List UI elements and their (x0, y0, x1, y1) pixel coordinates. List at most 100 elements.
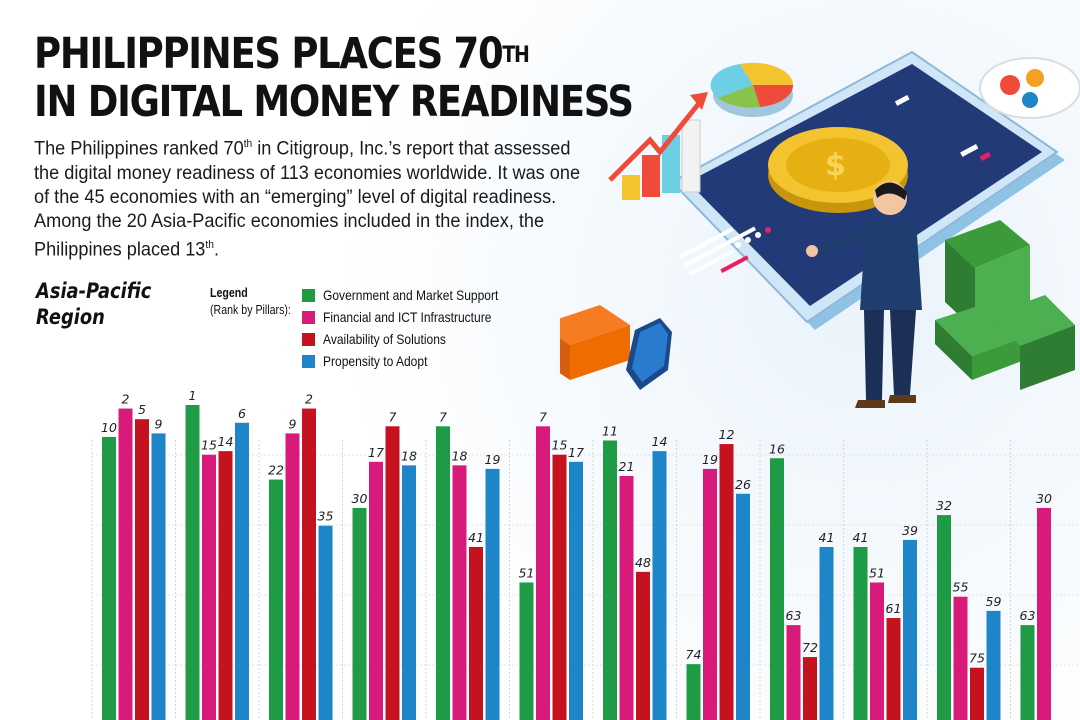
bar (819, 547, 834, 720)
bar-value-label: 7 (389, 409, 397, 424)
bar (886, 618, 901, 720)
bar-value-label: 15 (201, 438, 217, 453)
bar (369, 461, 383, 720)
legend-swatch-blue (302, 354, 315, 368)
bar (102, 436, 116, 720)
bar-value-label: 9 (155, 416, 163, 431)
bar-value-label: 63 (786, 608, 802, 623)
shield-icon (626, 318, 672, 390)
legend-item-government: Government and Market Support (302, 284, 527, 306)
bar-value-label: 2 (305, 392, 313, 407)
bar (151, 433, 166, 720)
chart-bars (102, 405, 1051, 720)
bar-value-label: 30 (352, 491, 368, 506)
bar-value-label: 2 (122, 392, 130, 407)
legend-title: Legend (Rank by Pillars): (210, 285, 291, 319)
bar-value-label: 14 (218, 434, 234, 449)
legend-item-financial: Financial and ICT Infrastructure (302, 306, 527, 328)
bar (135, 419, 149, 720)
legend-label: Government and Market Support (323, 287, 499, 303)
bar-value-label: 21 (619, 459, 635, 474)
legend-label: Propensity to Adopt (323, 353, 428, 369)
legend-subtitle: (Rank by Pillars): (210, 303, 291, 317)
bar-value-label: 48 (635, 555, 651, 570)
bar (937, 515, 951, 720)
svg-text:$: $ (825, 148, 846, 183)
bar (285, 433, 300, 720)
legend: Government and Market Support Financial … (302, 284, 527, 372)
bar (619, 476, 634, 720)
bar-value-label: 30 (1036, 491, 1052, 506)
bar (786, 625, 801, 720)
bar (269, 479, 283, 720)
bar (185, 405, 200, 720)
bar (1020, 625, 1035, 720)
bar (870, 582, 884, 720)
bar (770, 458, 784, 720)
bar-value-label: 75 (969, 651, 985, 666)
bar (636, 571, 650, 720)
bar-value-label: 18 (452, 448, 468, 463)
region-heading-line2: Region (36, 305, 105, 329)
bar-value-label: 51 (869, 566, 885, 581)
bar (485, 468, 500, 720)
bar-value-label: 16 (769, 441, 785, 456)
legend-swatch-magenta (302, 310, 315, 324)
bar-value-label: 41 (468, 530, 484, 545)
bar (385, 426, 400, 720)
shipping-container-icon (560, 305, 630, 380)
bar (803, 657, 817, 720)
bar-value-label: 7 (539, 409, 547, 424)
bar (202, 454, 216, 720)
bar (352, 507, 367, 720)
bar-value-label: 18 (401, 448, 417, 463)
bar (469, 547, 483, 720)
bar-value-label: 74 (686, 647, 702, 662)
bar (318, 525, 333, 720)
legend-label: Financial and ICT Infrastructure (323, 309, 492, 325)
bar-value-label: 12 (719, 427, 735, 442)
bar (402, 465, 416, 720)
bar-value-label: 5 (138, 402, 146, 417)
bar (552, 454, 567, 720)
bar-value-label: 32 (936, 498, 952, 513)
bar-value-label: 39 (902, 523, 918, 538)
bar (703, 468, 717, 720)
legend-item-propensity: Propensity to Adopt (302, 350, 527, 372)
bar-value-label: 72 (802, 640, 818, 655)
bar-value-label: 15 (552, 438, 568, 453)
bar (536, 426, 550, 720)
bar (118, 408, 133, 720)
legend-title-text: Legend (210, 286, 248, 300)
bar-value-label: 11 (602, 424, 618, 439)
bar (436, 426, 450, 720)
legend-swatch-red (302, 332, 315, 346)
chart-gridlines (91, 440, 1080, 720)
intro-paragraph: The Philippines ranked 70th in Citigroup… (34, 137, 581, 261)
bar-value-label: 9 (289, 416, 297, 431)
page-title: PHILIPPINES PLACES 70TH IN DIGITAL MONEY … (34, 29, 634, 127)
region-heading-line1: Asia-Pacific (36, 279, 152, 303)
bar-value-label: 35 (318, 509, 334, 524)
legend-item-availability: Availability of Solutions (302, 328, 527, 350)
bar-value-label: 51 (519, 566, 535, 581)
bar (853, 547, 868, 720)
bar-value-label: 17 (368, 445, 384, 460)
bar (302, 408, 316, 720)
smartphone-illustration: $ (560, 50, 1080, 408)
bar (719, 444, 734, 720)
businessman-icon (806, 181, 922, 408)
bar-value-label: 14 (652, 434, 668, 449)
bar-value-label: 41 (819, 530, 835, 545)
bar-value-label: 61 (886, 601, 902, 616)
bar (603, 440, 617, 720)
cash-stack-icon (935, 220, 1075, 390)
bar-value-label: 26 (735, 477, 751, 492)
bar-value-label: 63 (1020, 608, 1036, 623)
bar-value-label: 55 (953, 580, 969, 595)
bar (218, 451, 233, 720)
bar (569, 461, 583, 720)
bar-value-label: 59 (986, 594, 1002, 609)
